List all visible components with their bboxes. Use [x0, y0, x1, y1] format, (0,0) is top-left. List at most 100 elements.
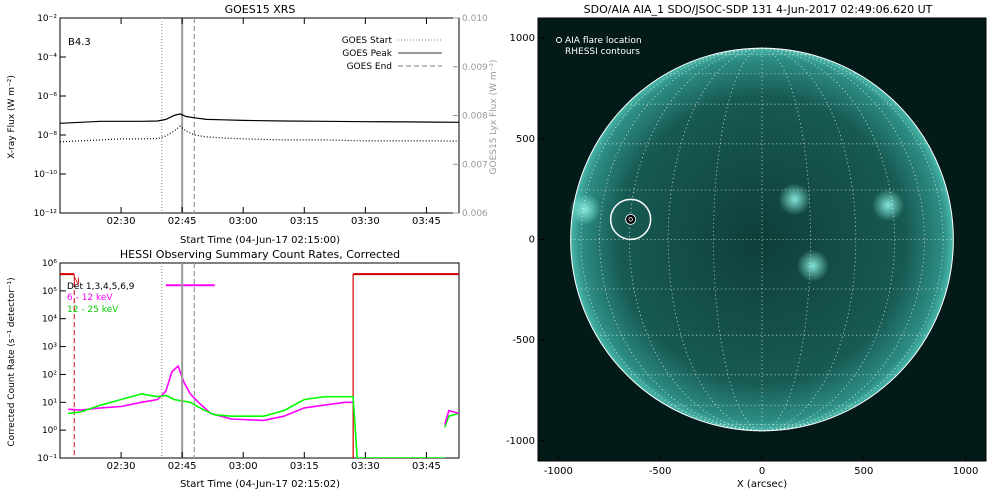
goes-x-tick-label: 03:15 — [290, 216, 319, 227]
grid-longitude-line — [761, 47, 896, 432]
hessi-y-ticks: 10⁶ 10⁵ 10⁴ 10³ 10² 10¹ 10⁰ 10⁻¹ — [37, 259, 66, 464]
solar-limb — [570, 47, 954, 432]
hessi-markers — [60, 273, 459, 458]
goes-y2-ticks: 0.010 0.009 0.008 0.007 0.006 — [453, 14, 488, 219]
aia-legend-flare: AIA flare location — [565, 36, 642, 46]
goes-x-tick-label: 03:00 — [229, 216, 258, 227]
aia-legend-circle-icon — [556, 37, 562, 43]
grid-longitude-line — [761, 47, 857, 432]
flare-location-marker — [609, 198, 652, 241]
goes-legend: GOES Start GOES Peak GOES End — [342, 36, 442, 72]
grid-longitude-line — [599, 47, 763, 432]
hessi-panel: HESSI Observing Summary Count Rates, Cor… — [7, 248, 460, 490]
aia-x-tick-label: 1000 — [953, 466, 978, 477]
goes-x-tick-label: 03:30 — [351, 216, 380, 227]
goes-ylabel: X-ray Flux (W m⁻²) — [7, 75, 17, 159]
grid-longitude-line — [580, 47, 763, 432]
hessi-x-tick-label: 02:30 — [107, 461, 136, 472]
hessi-plot-frame — [59, 262, 460, 459]
goes-y2-tick-label: 0.009 — [462, 63, 488, 73]
hessi-title: HESSI Observing Summary Count Rates, Cor… — [120, 248, 400, 261]
heliographic-grid — [570, 47, 954, 432]
goes-legend-label: GOES Peak — [342, 49, 392, 59]
goes-legend-label: GOES End — [347, 62, 392, 72]
aia-y-tick-label: 500 — [516, 134, 535, 145]
goes-annotation: B4.3 — [68, 37, 91, 48]
goes-y-tick-label: 10⁻⁶ — [37, 92, 57, 102]
flare-point-0 — [628, 217, 633, 222]
goes-y2-tick-label: 0.010 — [462, 14, 488, 24]
hessi-y-tick-label: 10³ — [42, 343, 57, 353]
hessi-series-line-1 — [68, 393, 354, 418]
goes-panel: GOES15 XRS 02:30 02:45 03:00 03:15 03:30 03:4… — [7, 3, 499, 246]
grid-longitude-line — [761, 47, 925, 432]
bright-region-3 — [796, 249, 829, 282]
aia-x-tick-label: 500 — [854, 466, 873, 477]
hessi-x-tick-label: 03:00 — [229, 461, 258, 472]
grid-longitude-line — [761, 47, 811, 432]
goes-event-lines — [161, 18, 195, 213]
goes-x-ticks: 02:30 02:45 03:00 03:15 03:30 03:45 — [107, 18, 441, 227]
goes-xlabel: Start Time (04-Jun-17 02:15:00) — [180, 235, 340, 246]
hessi-x-tick-label: 02:45 — [168, 461, 197, 472]
hessi-x-ticks: 02:30 02:45 03:00 03:15 03:30 03:45 — [107, 452, 441, 472]
aia-x-ticks: -1000 -500 0 500 1000 — [544, 455, 978, 477]
hessi-series-line-2 — [352, 396, 445, 458]
goes-x-tick-label: 02:45 — [168, 216, 197, 227]
goes-y2-tick-label: 0.006 — [462, 209, 488, 219]
bright-region-2 — [872, 189, 905, 222]
hessi-y-tick-label: 10⁴ — [42, 315, 57, 325]
goes-y-tick-label: 10⁻¹⁰ — [34, 170, 58, 180]
hessi-x-tick-label: 03:30 — [351, 461, 380, 472]
hessi-series-line-0 — [68, 364, 354, 422]
goes-y-tick-label: 10⁻⁸ — [37, 131, 57, 141]
bright-region-0 — [568, 193, 601, 226]
goes-x-tick-label: 03:45 — [412, 216, 441, 227]
goes-title: GOES15 XRS — [225, 3, 296, 16]
aia-legend-contours: RHESSI contours — [565, 47, 640, 57]
hessi-y-tick-label: 10⁰ — [42, 426, 57, 436]
hessi-y-tick-label: 10⁶ — [42, 259, 57, 269]
hessi-flag-label: N — [73, 277, 80, 287]
hessi-x-tick-label: 03:45 — [412, 461, 441, 472]
aia-y-tick-label: -1000 — [506, 436, 535, 447]
grid-longitude-line — [628, 47, 763, 432]
aia-x-tick-label: 0 — [759, 466, 765, 477]
goes-y-ticks: 10⁻² 10⁻⁴ 10⁻⁶ 10⁻⁸ 10⁻¹⁰ 10⁻¹² — [34, 14, 66, 219]
hessi-ylabel: Corrected Count Rate (s⁻¹ detector⁻¹) — [7, 277, 17, 446]
hessi-y-tick-label: 10¹ — [42, 398, 57, 408]
hessi-series-line-4 — [444, 409, 459, 425]
solar-disk — [570, 48, 954, 431]
aia-xlabel: X (arcsec) — [737, 479, 787, 490]
goes-plot-frame — [59, 17, 460, 214]
hessi-series-line-3 — [444, 412, 459, 428]
aia-x-tick-label: -1000 — [544, 466, 573, 477]
hessi-x-tick-label: 03:15 — [290, 461, 319, 472]
hessi-y-tick-label: 10⁵ — [42, 287, 57, 297]
hessi-y-tick-label: 10² — [42, 370, 57, 380]
goes-legend-label: GOES Start — [342, 36, 393, 46]
bright-region-1 — [778, 183, 811, 216]
flare-core-0 — [625, 213, 637, 225]
aia-y-tick-label: 0 — [529, 235, 535, 246]
hessi-legend-6-12: 6 - 12 keV — [67, 293, 113, 303]
hessi-xlabel: Start Time (04-Jun-17 02:15:02) — [180, 479, 340, 490]
aia-title: SDO/AIA AIA_1 SDO/JSOC-SDP 131 4-Jun-201… — [584, 3, 933, 16]
hessi-series — [68, 364, 459, 458]
grid-longitude-line — [761, 47, 944, 432]
hessi-legend-12-25: 12 - 25 keV — [67, 305, 119, 315]
goes-y-tick-label: 10⁻⁴ — [37, 53, 57, 63]
hessi-event-lines — [161, 263, 195, 458]
grid-longitude-line — [667, 47, 763, 432]
goes-y2-tick-label: 0.007 — [462, 160, 488, 170]
goes-series-line-0 — [60, 113, 459, 124]
goes-y-tick-label: 10⁻¹² — [34, 209, 58, 219]
hessi-legend-det: Det 1,3,4,5,6,9 — [67, 282, 135, 292]
goes-x-tick-label: 02:30 — [107, 216, 136, 227]
grid-longitude-line — [713, 47, 763, 432]
goes-y-tick-label: 10⁻² — [37, 14, 57, 24]
aia-panel: SDO/AIA AIA_1 SDO/JSOC-SDP 131 4-Jun-201… — [506, 3, 987, 490]
goes-series — [60, 113, 459, 143]
aia-y-ticks: 1000 500 0 -500 -1000 — [506, 33, 544, 447]
flare-circle-0 — [609, 198, 652, 241]
